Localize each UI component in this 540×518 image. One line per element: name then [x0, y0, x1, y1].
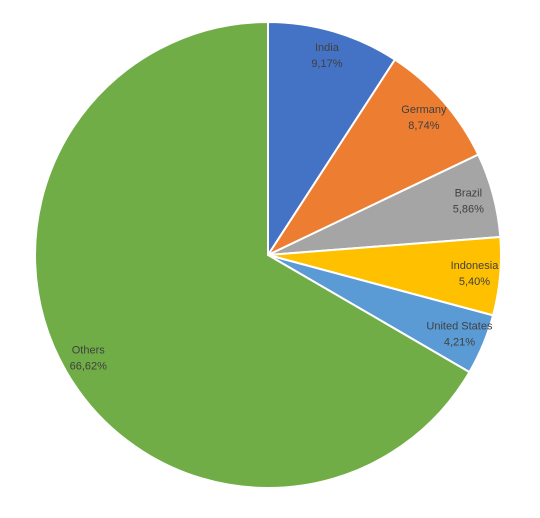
slice-value-label: 66,62% [70, 360, 108, 372]
slice-label: Brazil [455, 187, 483, 199]
slice-value-label: 8,74% [408, 120, 439, 132]
slice-label: United States [426, 321, 493, 333]
slice-label: Indonesia [451, 260, 500, 272]
slice-value-label: 5,86% [453, 203, 484, 215]
pie-slice [34, 20, 471, 489]
slice-value-label: 9,17% [311, 58, 342, 70]
slice-value-label: 4,21% [444, 337, 475, 349]
pie-slice [267, 20, 397, 259]
pie-slice [265, 58, 480, 258]
slice-value-label: 5,40% [459, 276, 490, 288]
slice-label: Germany [401, 104, 447, 116]
slice-label: Others [72, 344, 106, 356]
slice-label: India [315, 42, 340, 54]
